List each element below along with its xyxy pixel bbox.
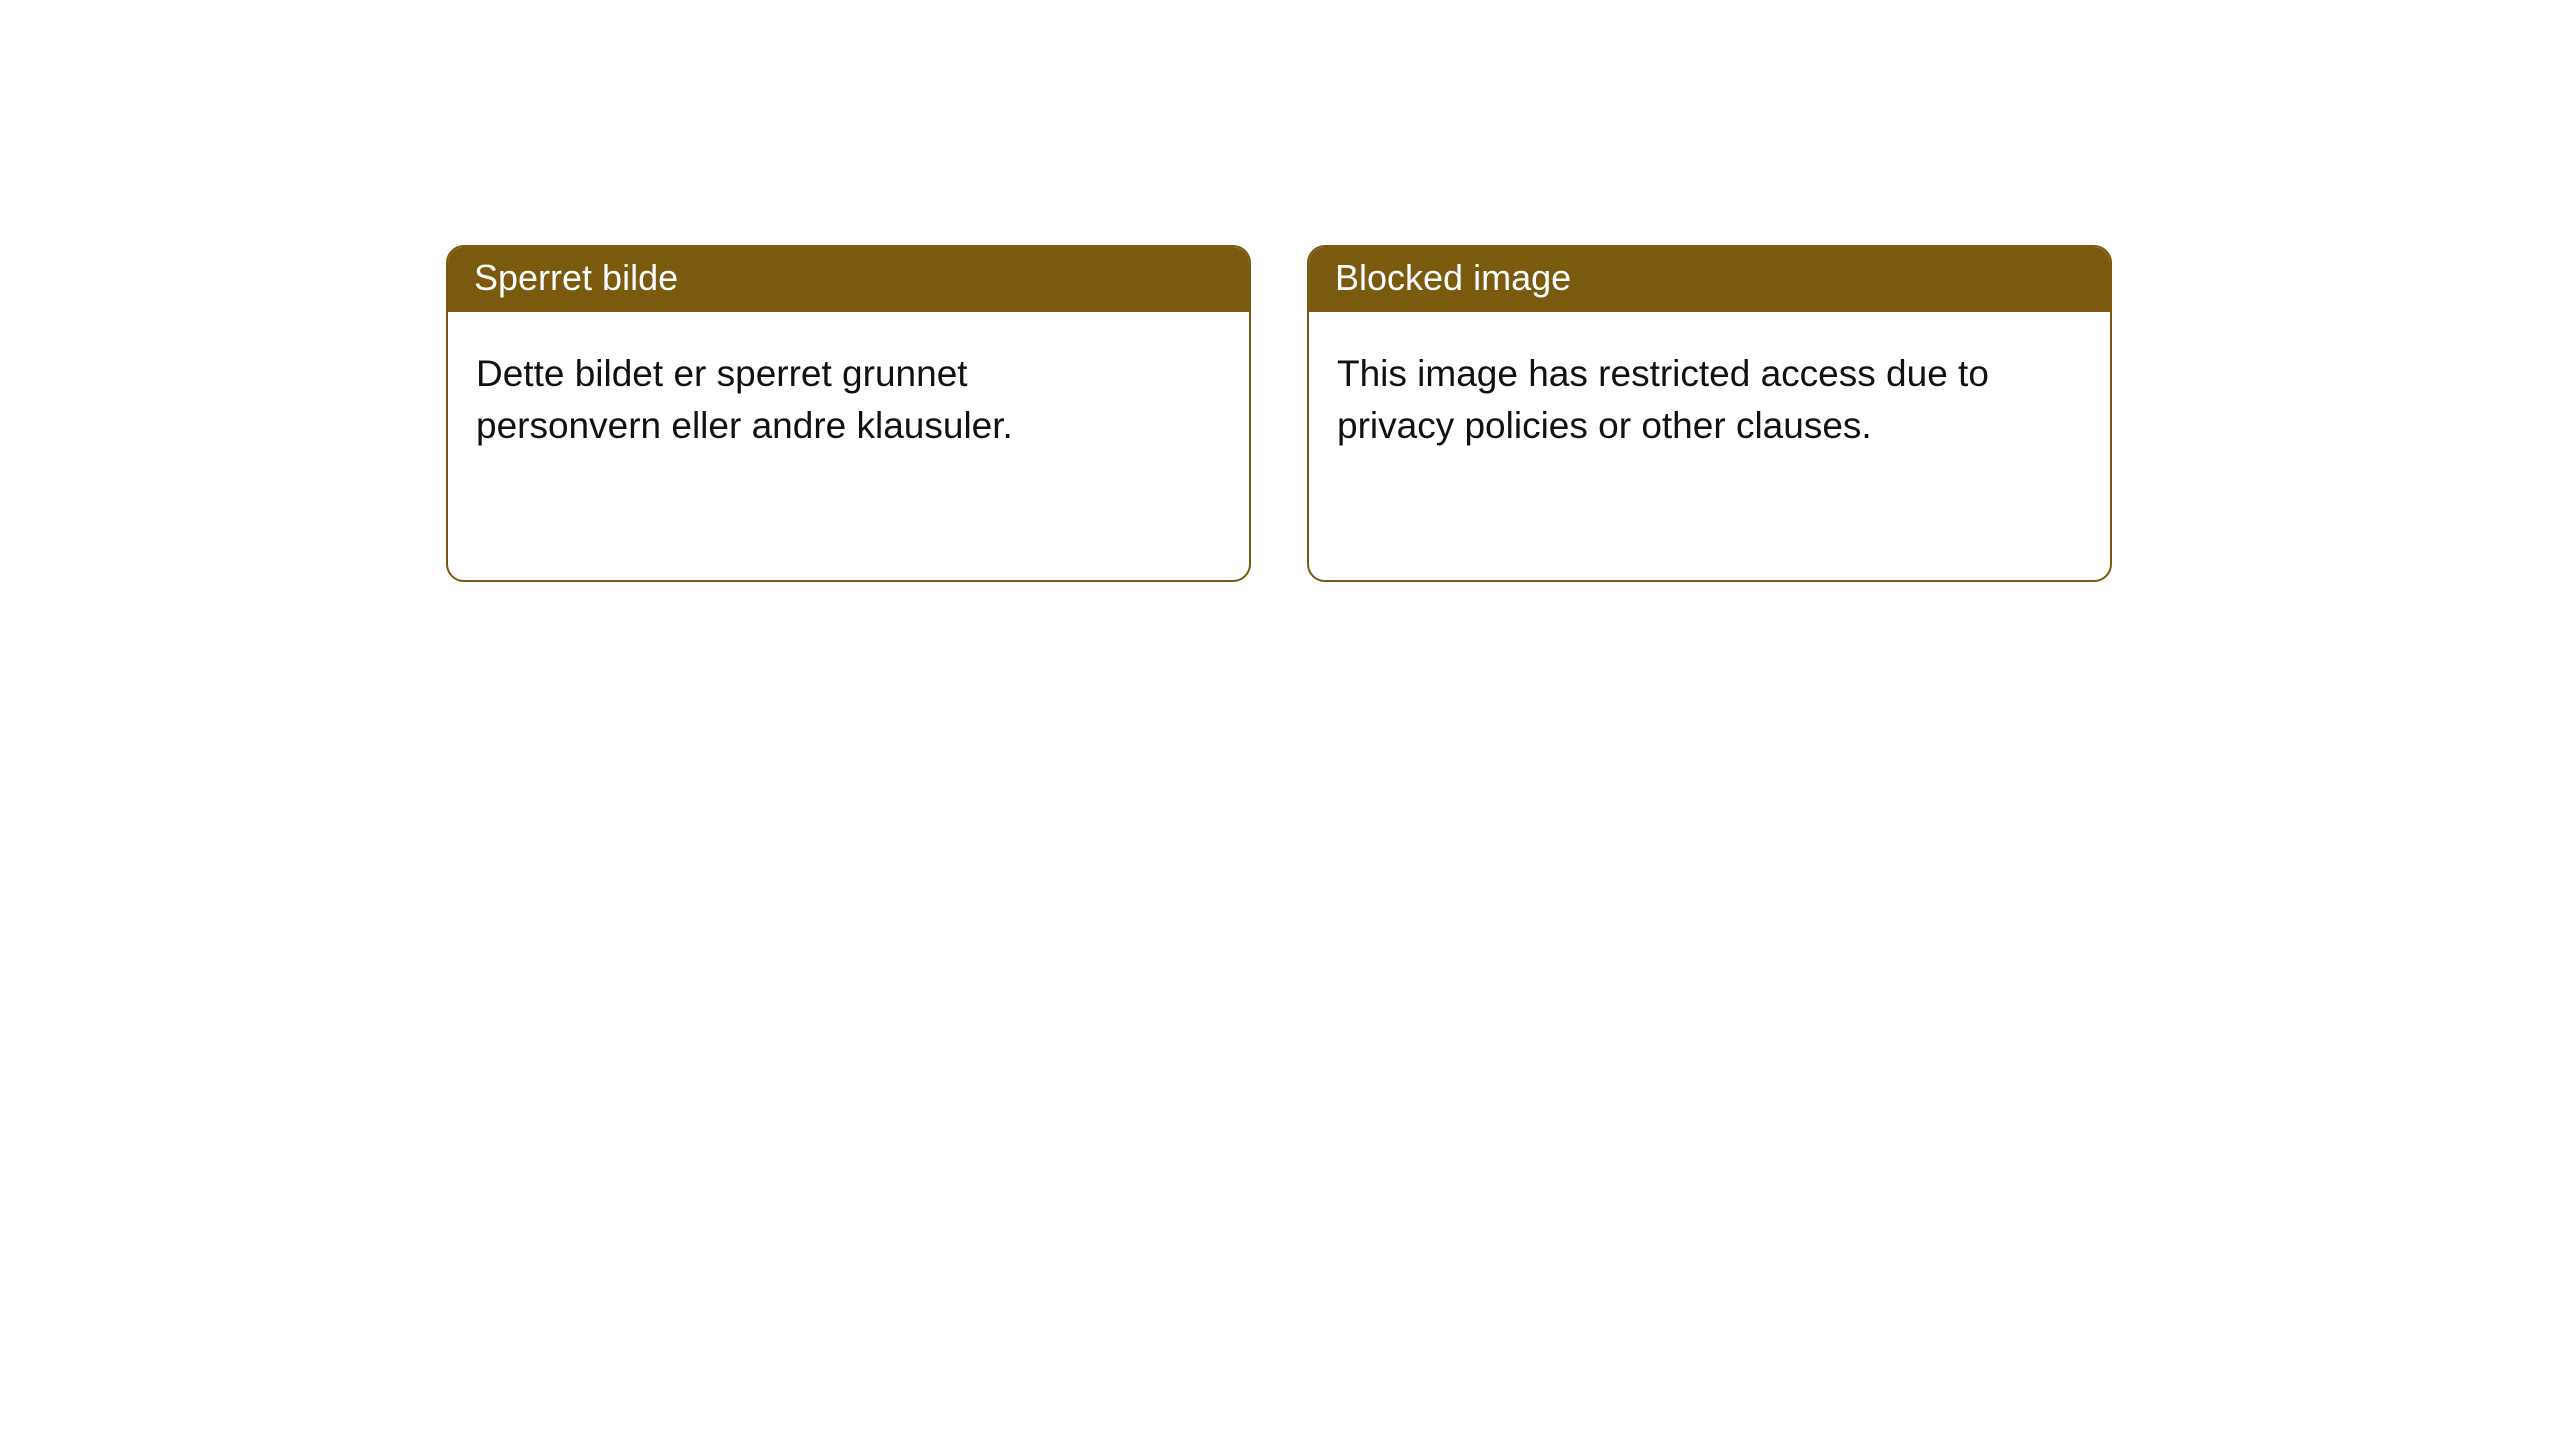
card-text: Dette bildet er sperret grunnet personve…: [476, 348, 1156, 452]
card-header: Blocked image: [1309, 247, 2110, 312]
card-title: Blocked image: [1335, 257, 1571, 298]
card-body: Dette bildet er sperret grunnet personve…: [448, 312, 1249, 580]
card-header: Sperret bilde: [448, 247, 1249, 312]
card-text: This image has restricted access due to …: [1337, 348, 2017, 452]
notice-container: Sperret bilde Dette bildet er sperret gr…: [0, 0, 2560, 582]
card-body: This image has restricted access due to …: [1309, 312, 2110, 580]
notice-card-english: Blocked image This image has restricted …: [1307, 245, 2112, 582]
notice-card-norwegian: Sperret bilde Dette bildet er sperret gr…: [446, 245, 1251, 582]
card-title: Sperret bilde: [474, 257, 678, 298]
